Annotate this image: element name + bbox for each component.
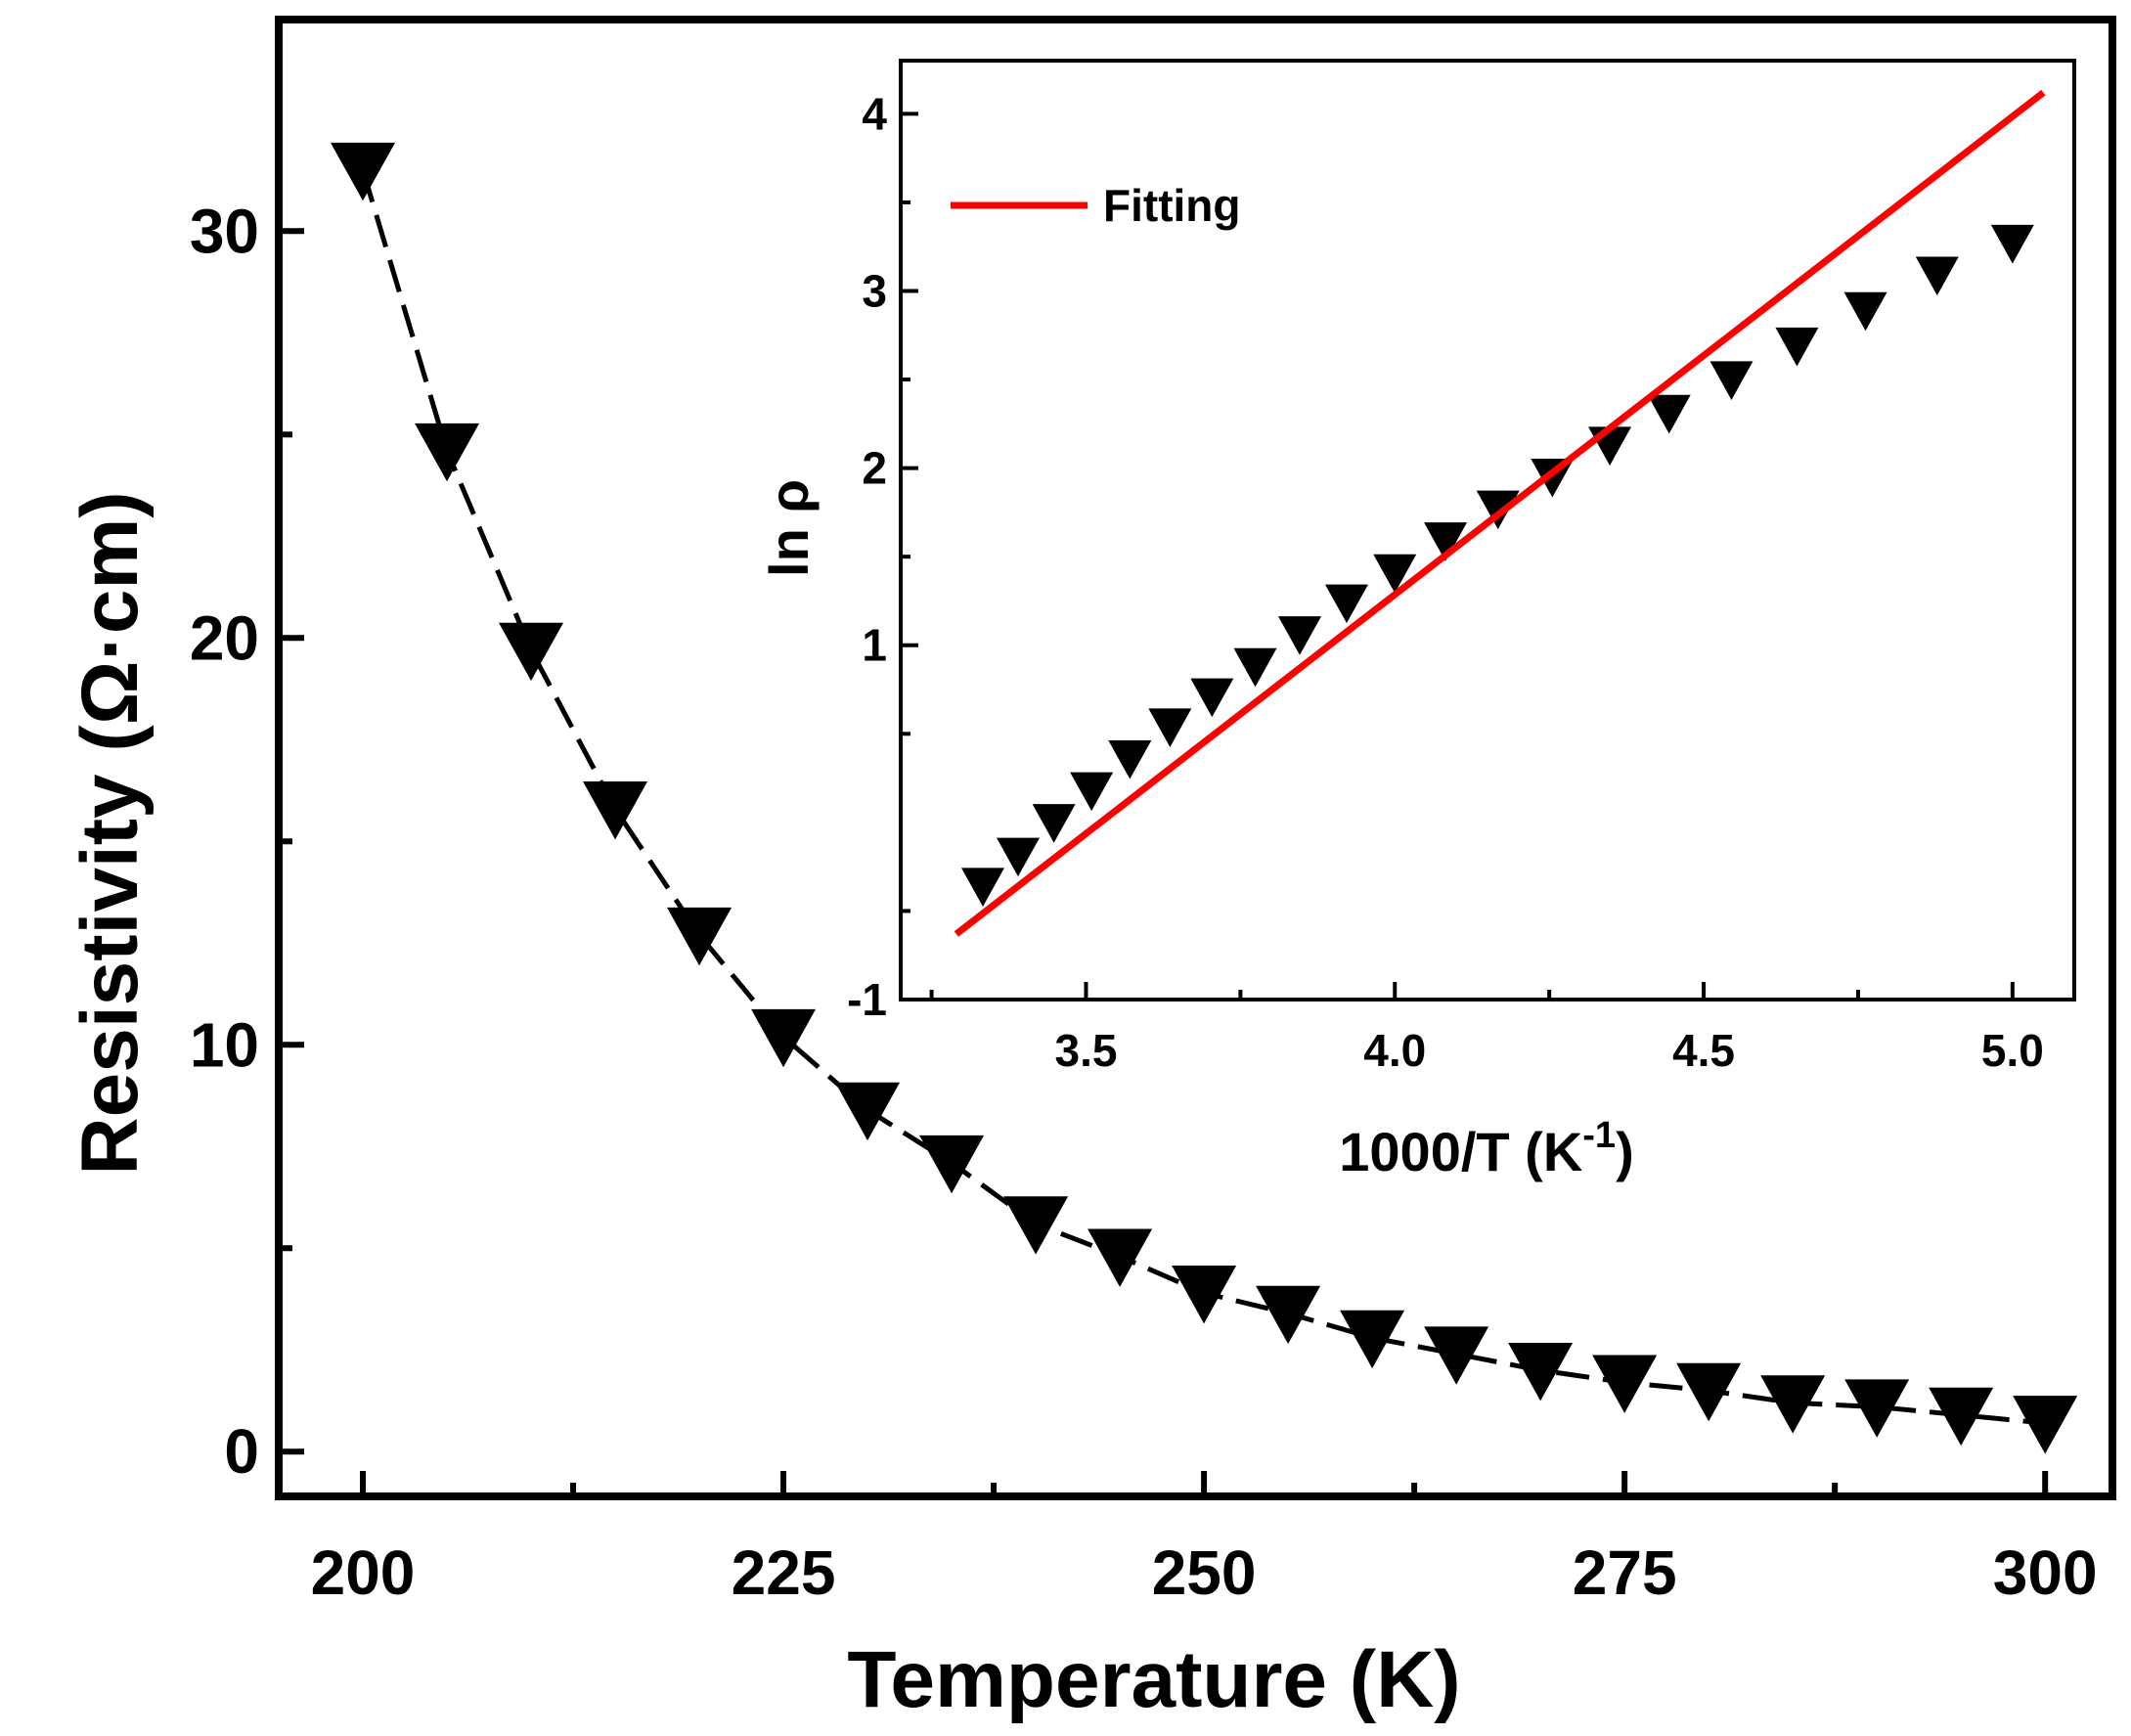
main-y-tick-label: 0 <box>224 1416 259 1487</box>
main-data-point <box>331 142 396 201</box>
inset-series-markers <box>961 224 2034 907</box>
inset-x-axis-label: 1000/T (K-1) <box>1339 1115 1633 1182</box>
main-x-axis: 200 225 250 275 300 <box>311 1471 2098 1608</box>
inset-data-point <box>1775 327 1819 367</box>
main-data-point <box>1172 1265 1237 1324</box>
main-data-point <box>1088 1228 1153 1287</box>
main-plot-frame <box>275 16 2116 1500</box>
main-x-tick-label: 200 <box>311 1537 416 1608</box>
main-data-point <box>415 423 480 482</box>
inset-y-tick-label: 2 <box>862 443 887 494</box>
inset-x-axis-label-main: 1000/T (K <box>1339 1121 1582 1182</box>
main-data-point <box>1003 1196 1069 1255</box>
main-y-tick-label: 20 <box>190 602 259 673</box>
inset-data-point <box>1190 678 1234 718</box>
main-data-point <box>667 907 733 966</box>
inset-y-axis: -1 1 2 3 4 <box>847 88 918 1025</box>
inset-data-point <box>1843 291 1887 332</box>
inset-data-point <box>1373 554 1417 594</box>
inset-data-point <box>1424 522 1468 561</box>
main-data-point <box>1340 1310 1405 1369</box>
main-data-point <box>919 1135 985 1194</box>
inset-data-point <box>1647 394 1691 434</box>
main-data-point <box>751 1008 817 1068</box>
inset-data-point <box>1108 739 1152 779</box>
inset-data-point <box>1032 804 1076 843</box>
main-data-point <box>1424 1326 1489 1385</box>
inset-y-tick-label: -1 <box>847 974 887 1025</box>
main-x-tick-label: 225 <box>732 1537 836 1608</box>
main-data-point <box>583 780 648 840</box>
main-data-point <box>499 622 564 682</box>
inset-x-tick-label: 3.5 <box>1054 1025 1117 1076</box>
main-y-tick-label: 10 <box>190 1009 259 1080</box>
inset-data-point <box>1148 708 1192 747</box>
inset-x-tick-label: 4.5 <box>1672 1025 1735 1076</box>
inset-data-point <box>1325 584 1368 624</box>
main-x-axis-label: Temperature (K) <box>847 1635 1460 1724</box>
inset-y-tick-label: 3 <box>862 265 887 316</box>
main-y-axis-label: Resistivity (Ω·cm) <box>66 491 155 1175</box>
inset-plot-frame <box>899 59 2076 1002</box>
main-y-axis: 0 10 20 30 <box>190 196 304 1487</box>
main-x-tick-label: 300 <box>1993 1537 2098 1608</box>
inset-legend: Fitting <box>951 180 1241 231</box>
main-data-point <box>1508 1342 1574 1402</box>
legend-fitting-label: Fitting <box>1103 180 1241 231</box>
inset-data-point <box>1233 647 1277 688</box>
inset-x-axis-label-end: ) <box>1616 1121 1634 1182</box>
inset-x-axis-label-sup: -1 <box>1582 1115 1616 1156</box>
inset-fit-line-path <box>954 89 2046 937</box>
main-data-point <box>1676 1362 1742 1422</box>
main-data-point <box>1256 1285 1321 1345</box>
inset-y-tick-label: 4 <box>862 88 887 139</box>
main-data-point <box>1760 1375 1826 1434</box>
main-data-point <box>2013 1396 2078 1454</box>
inset-data-point <box>1915 256 1959 296</box>
main-data-point <box>1844 1379 1910 1438</box>
inset-data-point <box>961 868 1004 907</box>
main-data-point <box>1929 1387 1994 1447</box>
main-data-point <box>835 1082 901 1141</box>
inset-x-axis: 3.5 4.0 4.5 5.0 <box>929 982 2044 1076</box>
main-series-markers <box>331 142 2078 1454</box>
inset-fit-line <box>954 89 2046 937</box>
inset-data-point <box>1990 224 2034 264</box>
inset-data-point <box>1278 616 1321 655</box>
inset-data-point <box>1709 361 1754 400</box>
inset-x-tick-label: 4.0 <box>1363 1025 1426 1076</box>
inset-x-tick-label: 5.0 <box>1981 1025 2044 1076</box>
inset-y-tick-label: 1 <box>862 620 887 671</box>
inset-data-point <box>1070 772 1114 812</box>
main-data-point <box>1592 1355 1658 1413</box>
inset-y-axis-label: ln ρ <box>758 479 820 577</box>
inset-data-point <box>997 837 1040 877</box>
main-y-tick-label: 30 <box>190 196 259 266</box>
main-x-tick-label: 275 <box>1573 1537 1677 1608</box>
inset-data-point <box>1476 490 1520 530</box>
main-x-tick-label: 250 <box>1152 1537 1257 1608</box>
